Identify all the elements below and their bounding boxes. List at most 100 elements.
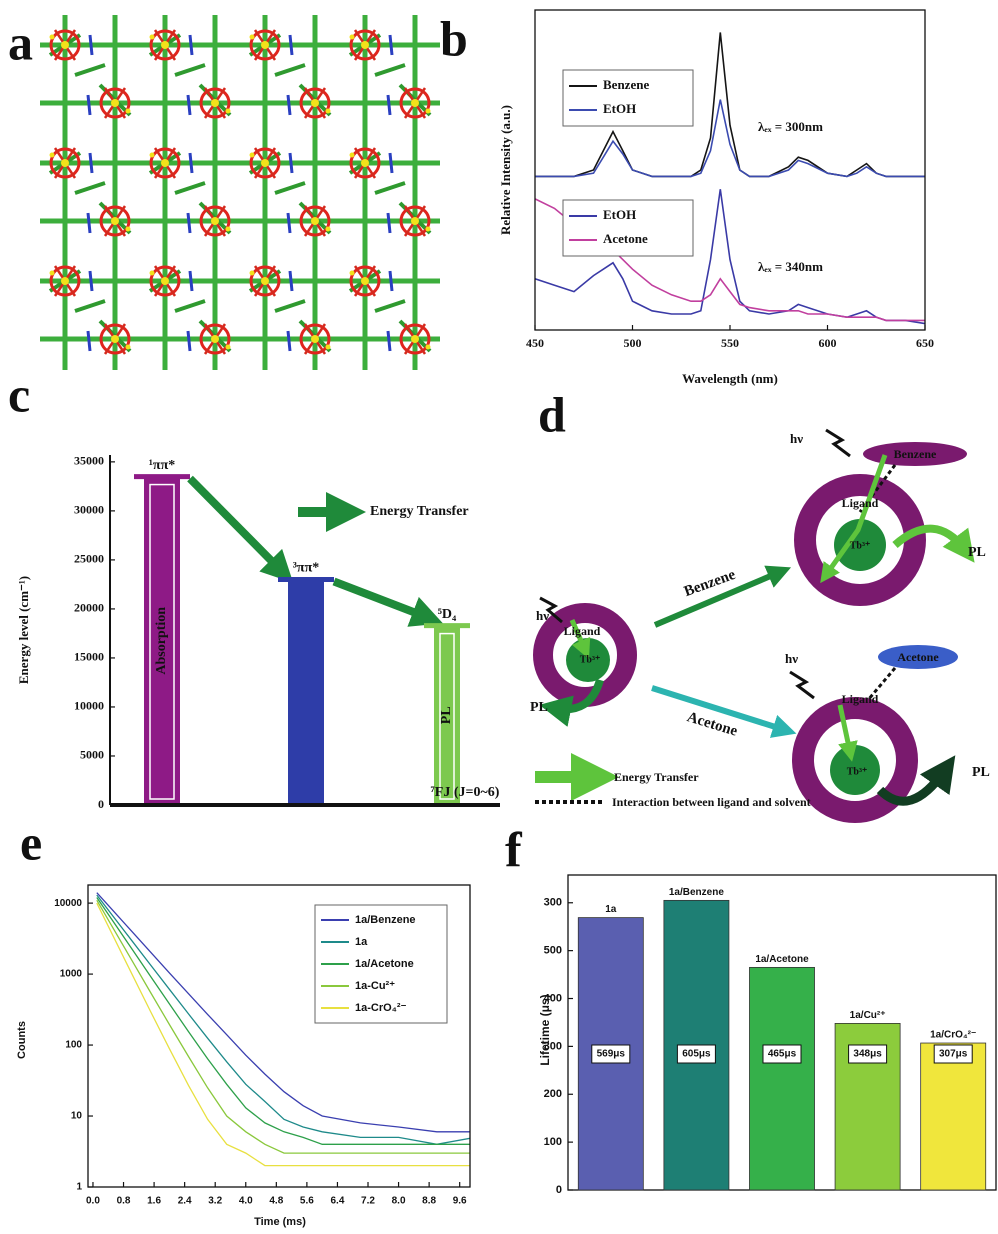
pl-label: PL [972, 765, 990, 780]
bar-category: 1a/Acetone [755, 954, 809, 965]
series-line [96, 899, 470, 1154]
bar-category: 1a/Cu²⁺ [850, 1010, 886, 1021]
bar-outline [439, 632, 455, 800]
y-tick-label: 0 [556, 1184, 562, 1196]
solvent-label: Acetone [897, 650, 939, 664]
x-tick-label: 4.8 [269, 1196, 283, 1207]
ligand-ring [794, 474, 926, 606]
ground-label: ⁷FJ (J=0~6) [431, 785, 500, 800]
light-bolt [539, 596, 563, 624]
x-tick-label: 0.8 [117, 1196, 131, 1207]
x-tick-label: 600 [819, 336, 837, 350]
light-bolt [825, 428, 851, 458]
pl-label: PL [968, 545, 986, 560]
hv-label: hν [785, 651, 798, 666]
y-tick-label: 300 [544, 897, 562, 909]
y-tick-label: 1000 [60, 969, 83, 980]
transfer-arrow [187, 475, 294, 583]
value-label: 465μs [768, 1049, 797, 1060]
crystal-structure [40, 15, 440, 370]
legend-label: EtOH [603, 101, 636, 116]
level-label: ³ππ* [293, 561, 320, 576]
mechanism-diagram: hν hν hν Ligand Ligand Ligand Tb³⁺ Tb³⁺ … [530, 428, 990, 823]
value-label: 307μs [939, 1049, 968, 1060]
line-chart: 0.0 0.8 1.6 2.4 3.2 4.0 4.8 5.6 6.4 7.2 8.0 8.8 9.6 1… [16, 884, 471, 1228]
transfer-arrow [837, 704, 858, 762]
level-bar [434, 625, 460, 805]
pl-label: PL [530, 700, 548, 715]
x-tick-label: 8.8 [422, 1196, 436, 1207]
x-tick-label: 0.0 [86, 1196, 100, 1207]
x-tick-label: 7.2 [361, 1196, 375, 1207]
y-tick-label: 35000 [74, 454, 104, 468]
y-tick-label: 100 [544, 1136, 562, 1148]
light-bolt [789, 670, 815, 700]
x-tick-label: 2.4 [178, 1196, 192, 1207]
legend-box [562, 199, 694, 257]
x-tick-label: 450 [526, 336, 544, 350]
value-label-box [591, 1044, 631, 1064]
annotation: λₑₓ = 300nm [758, 119, 823, 134]
y-tick-label: 5000 [80, 748, 104, 762]
y-tick-label: 20000 [74, 601, 104, 615]
series-line [96, 902, 470, 1167]
interaction-line [858, 464, 897, 513]
ion-label: Tb³⁺ [847, 766, 868, 777]
hv-label: hν [790, 431, 803, 446]
series-line [96, 892, 470, 1133]
tb-ion [834, 519, 886, 571]
legend-label: Interaction between ligand and solvent [612, 795, 811, 809]
transfer-arrow [569, 619, 591, 660]
panel-label: a [8, 14, 33, 70]
ligand-label: Ligand [842, 496, 879, 510]
solvent-acetone [878, 645, 958, 669]
x-tick-label: 9.6 [453, 1196, 467, 1207]
y-tick-label: 10000 [54, 898, 82, 909]
ion-label: Tb³⁺ [850, 540, 871, 551]
bar-category: 1a [605, 904, 617, 915]
hv-label: hν [536, 608, 549, 623]
legend-label: 1a-Cu²⁺ [355, 980, 395, 992]
bar [749, 966, 815, 1191]
bar-outline [149, 483, 175, 800]
legend-label: EtOH [603, 207, 636, 222]
pl-arrow [876, 755, 956, 806]
bar [920, 1042, 987, 1191]
series-line [535, 32, 925, 178]
x-axis-label: Time (ms) [254, 1216, 306, 1228]
level-label: ⁵D₄ [438, 607, 457, 622]
x-tick-label: 4.0 [239, 1196, 253, 1207]
y-tick-label: 10000 [74, 699, 104, 713]
legend-label: Energy Transfer [614, 770, 699, 784]
line-chart: 450 500 550 600 650 Wavelength (nm) Relative I… [498, 9, 934, 386]
y-tick-label: 15000 [74, 650, 104, 664]
y-tick-label: 100 [65, 1040, 82, 1051]
solvent-benzene [863, 442, 967, 466]
panel-label: c [8, 366, 30, 422]
x-tick-label: 550 [721, 336, 739, 350]
y-tick-label: 500 [544, 945, 562, 957]
y-tick-label: 1 [76, 1182, 82, 1193]
panel-label: e [20, 814, 42, 870]
transfer-arrow [820, 454, 888, 584]
benzene-arrow [653, 565, 792, 628]
legend-label: 1a-CrO₄²⁻ [355, 1002, 407, 1014]
y-tick-label: 10 [71, 1111, 83, 1122]
x-tick-label: 3.2 [208, 1196, 222, 1207]
value-label-box [676, 1044, 716, 1064]
legend-label: Energy Transfer [370, 504, 469, 519]
plot-frame [87, 884, 471, 1188]
y-tick-label: 200 [544, 1088, 562, 1100]
panel-label: d [538, 386, 566, 442]
value-label: 348μs [853, 1049, 882, 1060]
solvent-label: Benzene [894, 447, 937, 461]
panel-label: b [440, 10, 468, 66]
legend-box [562, 69, 694, 127]
x-tick-label: 6.4 [330, 1196, 344, 1207]
energy-level-chart: 0 5000 10000 15000 20000 25000 30000 35000 ¹ππ* A… [16, 454, 500, 811]
legend-label: Acetone [603, 231, 648, 246]
value-label: 569μs [597, 1049, 626, 1060]
x-tick-label: 500 [624, 336, 642, 350]
y-axis-label: Lifetime (μs) [538, 994, 552, 1065]
